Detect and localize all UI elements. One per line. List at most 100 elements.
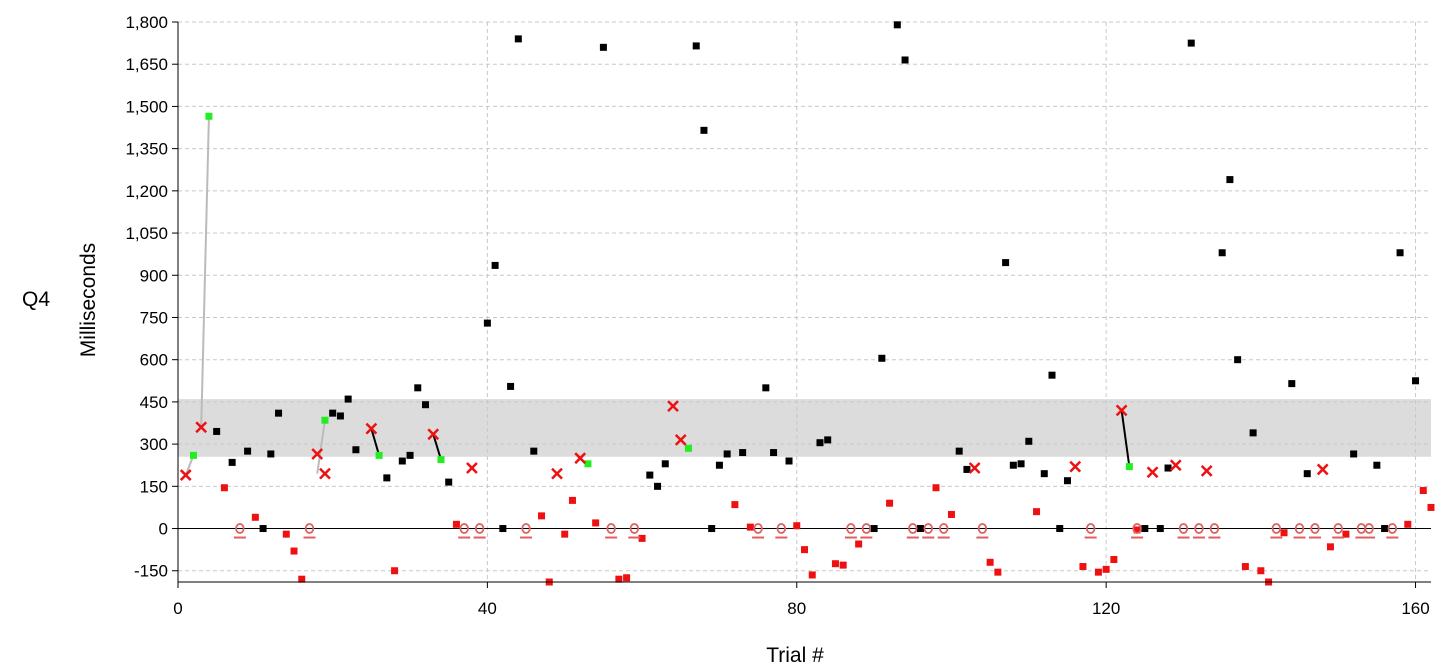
data-point-zero bbox=[906, 523, 919, 539]
data-point-zero bbox=[1131, 523, 1144, 539]
y-tick-label: 600 bbox=[140, 351, 168, 370]
point-connector bbox=[316, 420, 326, 474]
data-point bbox=[414, 384, 422, 392]
data-point bbox=[530, 447, 538, 455]
data-point bbox=[344, 395, 352, 403]
zero-circle bbox=[1194, 523, 1204, 534]
zero-circle bbox=[1387, 523, 1398, 534]
data-point bbox=[1412, 377, 1420, 385]
chart-side-label: Q4 bbox=[22, 288, 50, 311]
data-point bbox=[1280, 529, 1288, 537]
data-point-zero bbox=[628, 523, 641, 539]
data-point bbox=[1257, 567, 1265, 575]
data-point bbox=[406, 451, 414, 459]
data-point-zero bbox=[605, 523, 618, 539]
zero-circle bbox=[1294, 523, 1305, 534]
data-point bbox=[739, 449, 747, 457]
data-point bbox=[1009, 461, 1017, 469]
cross-stroke bbox=[551, 467, 563, 480]
data-point bbox=[1063, 477, 1071, 485]
data-point-zero bbox=[1308, 523, 1321, 539]
data-point-zero bbox=[1386, 523, 1399, 539]
data-point bbox=[878, 354, 886, 362]
data-point-zero bbox=[1270, 523, 1283, 539]
data-point bbox=[290, 547, 298, 555]
data-point bbox=[646, 471, 654, 479]
data-point-zero bbox=[233, 523, 246, 539]
cross-stroke bbox=[319, 467, 331, 480]
point-connector bbox=[200, 116, 210, 428]
data-point bbox=[785, 457, 793, 465]
data-point bbox=[723, 450, 731, 458]
data-point bbox=[715, 461, 723, 469]
data-point bbox=[824, 436, 832, 444]
data-point bbox=[1249, 429, 1257, 437]
zero-circle bbox=[923, 523, 933, 534]
data-point bbox=[568, 496, 576, 504]
data-point bbox=[770, 449, 778, 457]
data-point bbox=[1002, 259, 1010, 267]
zero-circle bbox=[846, 523, 856, 534]
data-point bbox=[947, 510, 955, 518]
data-point bbox=[244, 447, 252, 455]
cross-stroke bbox=[1146, 466, 1159, 479]
y-tick-label: 150 bbox=[140, 477, 168, 496]
data-point bbox=[1427, 503, 1435, 511]
zero-circle bbox=[939, 523, 949, 534]
data-point bbox=[1404, 520, 1412, 528]
data-point bbox=[1342, 530, 1350, 538]
data-point bbox=[963, 465, 971, 473]
data-point bbox=[1226, 176, 1234, 184]
point-connector bbox=[432, 433, 442, 460]
y-tick-label: 900 bbox=[140, 266, 168, 285]
data-point bbox=[251, 513, 259, 521]
data-point bbox=[1017, 460, 1025, 468]
data-point bbox=[483, 319, 491, 327]
y-axis-label: Milliseconds bbox=[77, 243, 100, 357]
points-layer bbox=[179, 21, 1435, 586]
zero-circle bbox=[1271, 523, 1282, 534]
cross-stroke bbox=[195, 421, 208, 434]
data-point bbox=[762, 384, 770, 392]
data-point bbox=[1187, 39, 1195, 47]
data-point-cross bbox=[667, 400, 679, 413]
data-point-zero bbox=[844, 523, 857, 539]
cross-stroke bbox=[674, 434, 687, 446]
data-point bbox=[870, 525, 878, 533]
data-point bbox=[228, 458, 236, 466]
data-point-zero bbox=[1084, 523, 1097, 539]
data-point bbox=[321, 416, 329, 424]
data-point bbox=[1326, 543, 1334, 551]
data-point-zero bbox=[775, 523, 788, 539]
data-point bbox=[1156, 525, 1164, 533]
cross-stroke bbox=[311, 448, 324, 460]
data-point bbox=[1141, 525, 1149, 533]
data-point bbox=[1040, 470, 1048, 478]
cross-stroke bbox=[1115, 404, 1128, 417]
zero-circle bbox=[474, 523, 485, 534]
data-point bbox=[189, 451, 197, 459]
y-tick-label: 1,800 bbox=[125, 13, 168, 32]
data-point bbox=[731, 501, 739, 509]
data-point bbox=[398, 457, 406, 465]
data-point-cross bbox=[1069, 460, 1082, 473]
data-point bbox=[383, 474, 391, 482]
x-tick-label: 40 bbox=[478, 599, 497, 618]
data-point bbox=[638, 534, 646, 542]
data-point bbox=[491, 261, 499, 269]
reference-band-layer bbox=[178, 399, 1431, 457]
data-point-cross bbox=[1200, 464, 1213, 477]
cross-stroke bbox=[179, 469, 192, 481]
data-point bbox=[1125, 463, 1133, 471]
data-point bbox=[684, 444, 692, 452]
data-point bbox=[901, 56, 909, 64]
data-point bbox=[275, 409, 283, 417]
data-point bbox=[801, 546, 808, 554]
data-point bbox=[1303, 470, 1311, 478]
data-point-cross bbox=[365, 422, 378, 435]
data-point-zero bbox=[303, 523, 316, 539]
x-axis-label: Trial # bbox=[766, 644, 824, 667]
data-point bbox=[816, 439, 824, 447]
data-point bbox=[831, 560, 839, 568]
